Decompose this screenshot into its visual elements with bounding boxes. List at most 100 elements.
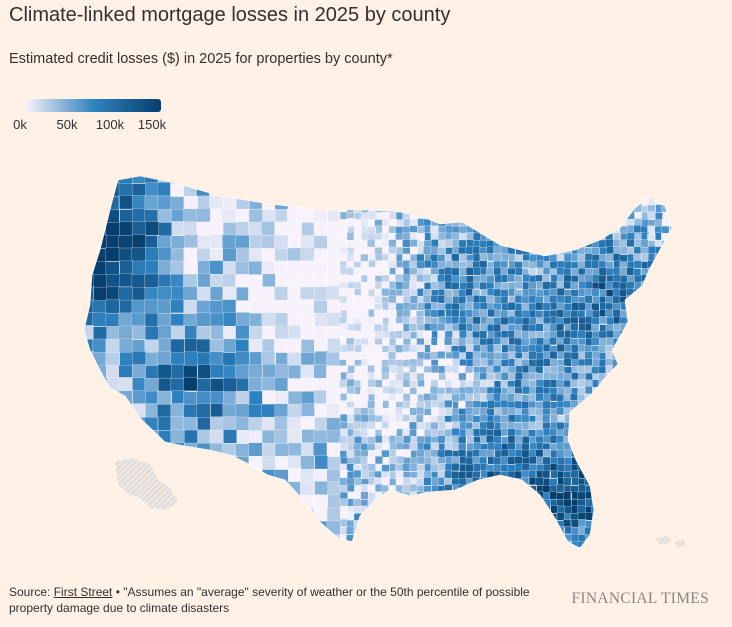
county-cell (626, 394, 635, 402)
county-cell (157, 313, 172, 328)
county-cell (261, 403, 276, 418)
county-cell (288, 365, 303, 380)
county-cell (353, 204, 362, 213)
county-cell (640, 422, 649, 431)
county-cell (347, 365, 356, 374)
county-cell (543, 246, 552, 255)
county-cell (677, 514, 685, 522)
county-cell (620, 421, 628, 430)
county-cell (409, 176, 418, 179)
county-cell (183, 391, 198, 406)
county-cell (274, 300, 289, 315)
county-cell (106, 482, 121, 497)
county-cell (508, 176, 516, 185)
county-cell (697, 213, 705, 221)
county-cell (612, 505, 621, 514)
county-cell (612, 198, 621, 207)
county-cell (556, 379, 565, 388)
county-cell (493, 534, 502, 543)
county-cell (327, 183, 342, 198)
county-cell (668, 176, 672, 179)
county-cell (676, 507, 684, 515)
county-cell (458, 316, 467, 325)
county-cell (416, 512, 425, 521)
county-cell (274, 403, 289, 418)
county-cell (466, 282, 475, 290)
county-cell (402, 239, 411, 248)
county-cell (521, 295, 530, 304)
county-cell (613, 471, 622, 480)
county-cell (535, 429, 544, 438)
county-cell (605, 351, 614, 360)
county-cell (430, 190, 439, 199)
county-cell (472, 316, 481, 325)
county-cell (197, 260, 212, 275)
county-cell (627, 330, 636, 339)
county-cell (676, 177, 684, 185)
county-cell (145, 260, 160, 275)
county-cell (465, 491, 474, 500)
county-cell (578, 323, 587, 332)
county-cell (634, 323, 643, 332)
county-cell (196, 300, 211, 315)
county-cell (288, 508, 303, 523)
county-cell (648, 400, 657, 409)
county-cell (473, 540, 482, 548)
county-cell (563, 246, 572, 255)
county-cell (529, 233, 538, 242)
county-cell (577, 379, 586, 388)
county-cell (641, 485, 650, 493)
county-cell (647, 414, 656, 423)
county-cell (275, 521, 290, 536)
county-cell (584, 457, 593, 466)
county-cell (431, 499, 440, 508)
county-cell (626, 338, 635, 347)
county-cell (451, 309, 460, 318)
county-cell (326, 273, 341, 288)
county-cell (261, 183, 276, 198)
county-cell (105, 299, 120, 314)
county-cell (641, 190, 649, 199)
county-cell (314, 534, 329, 548)
county-cell (235, 416, 250, 431)
county-cell (584, 450, 593, 459)
county-cell (662, 463, 671, 472)
county-cell (486, 435, 495, 444)
county-cell (591, 456, 600, 465)
county-cell (598, 443, 607, 452)
county-cell (209, 176, 224, 184)
county-cell (626, 422, 635, 431)
county-cell (451, 176, 460, 179)
county-cell (633, 176, 642, 185)
county-cell (591, 324, 600, 332)
county-cell (697, 352, 705, 360)
county-cell (696, 527, 704, 535)
county-cell (388, 190, 397, 199)
county-cell (209, 546, 224, 548)
county-cell (451, 198, 460, 207)
source-link-first-street[interactable]: First Street (53, 585, 113, 599)
county-cell (584, 463, 593, 472)
county-cell (584, 274, 593, 283)
county-cell (661, 310, 670, 319)
county-cell (367, 247, 376, 255)
county-cell (437, 190, 446, 199)
county-cell (570, 310, 579, 319)
county-cell (682, 317, 690, 325)
county-cell (480, 379, 489, 388)
county-cell (598, 282, 607, 291)
county-cell (300, 339, 315, 354)
county-cell (170, 313, 185, 328)
county-cell (84, 176, 95, 184)
county-cell (549, 428, 558, 437)
county-cell (570, 436, 579, 445)
county-cell (466, 219, 475, 228)
county-cell (444, 289, 453, 298)
county-cell (248, 442, 263, 457)
county-cell (132, 390, 147, 405)
county-cell (557, 456, 566, 465)
county-cell (508, 485, 517, 494)
county-cell (669, 421, 672, 430)
county-cell (605, 436, 614, 445)
county-cell (655, 212, 664, 221)
